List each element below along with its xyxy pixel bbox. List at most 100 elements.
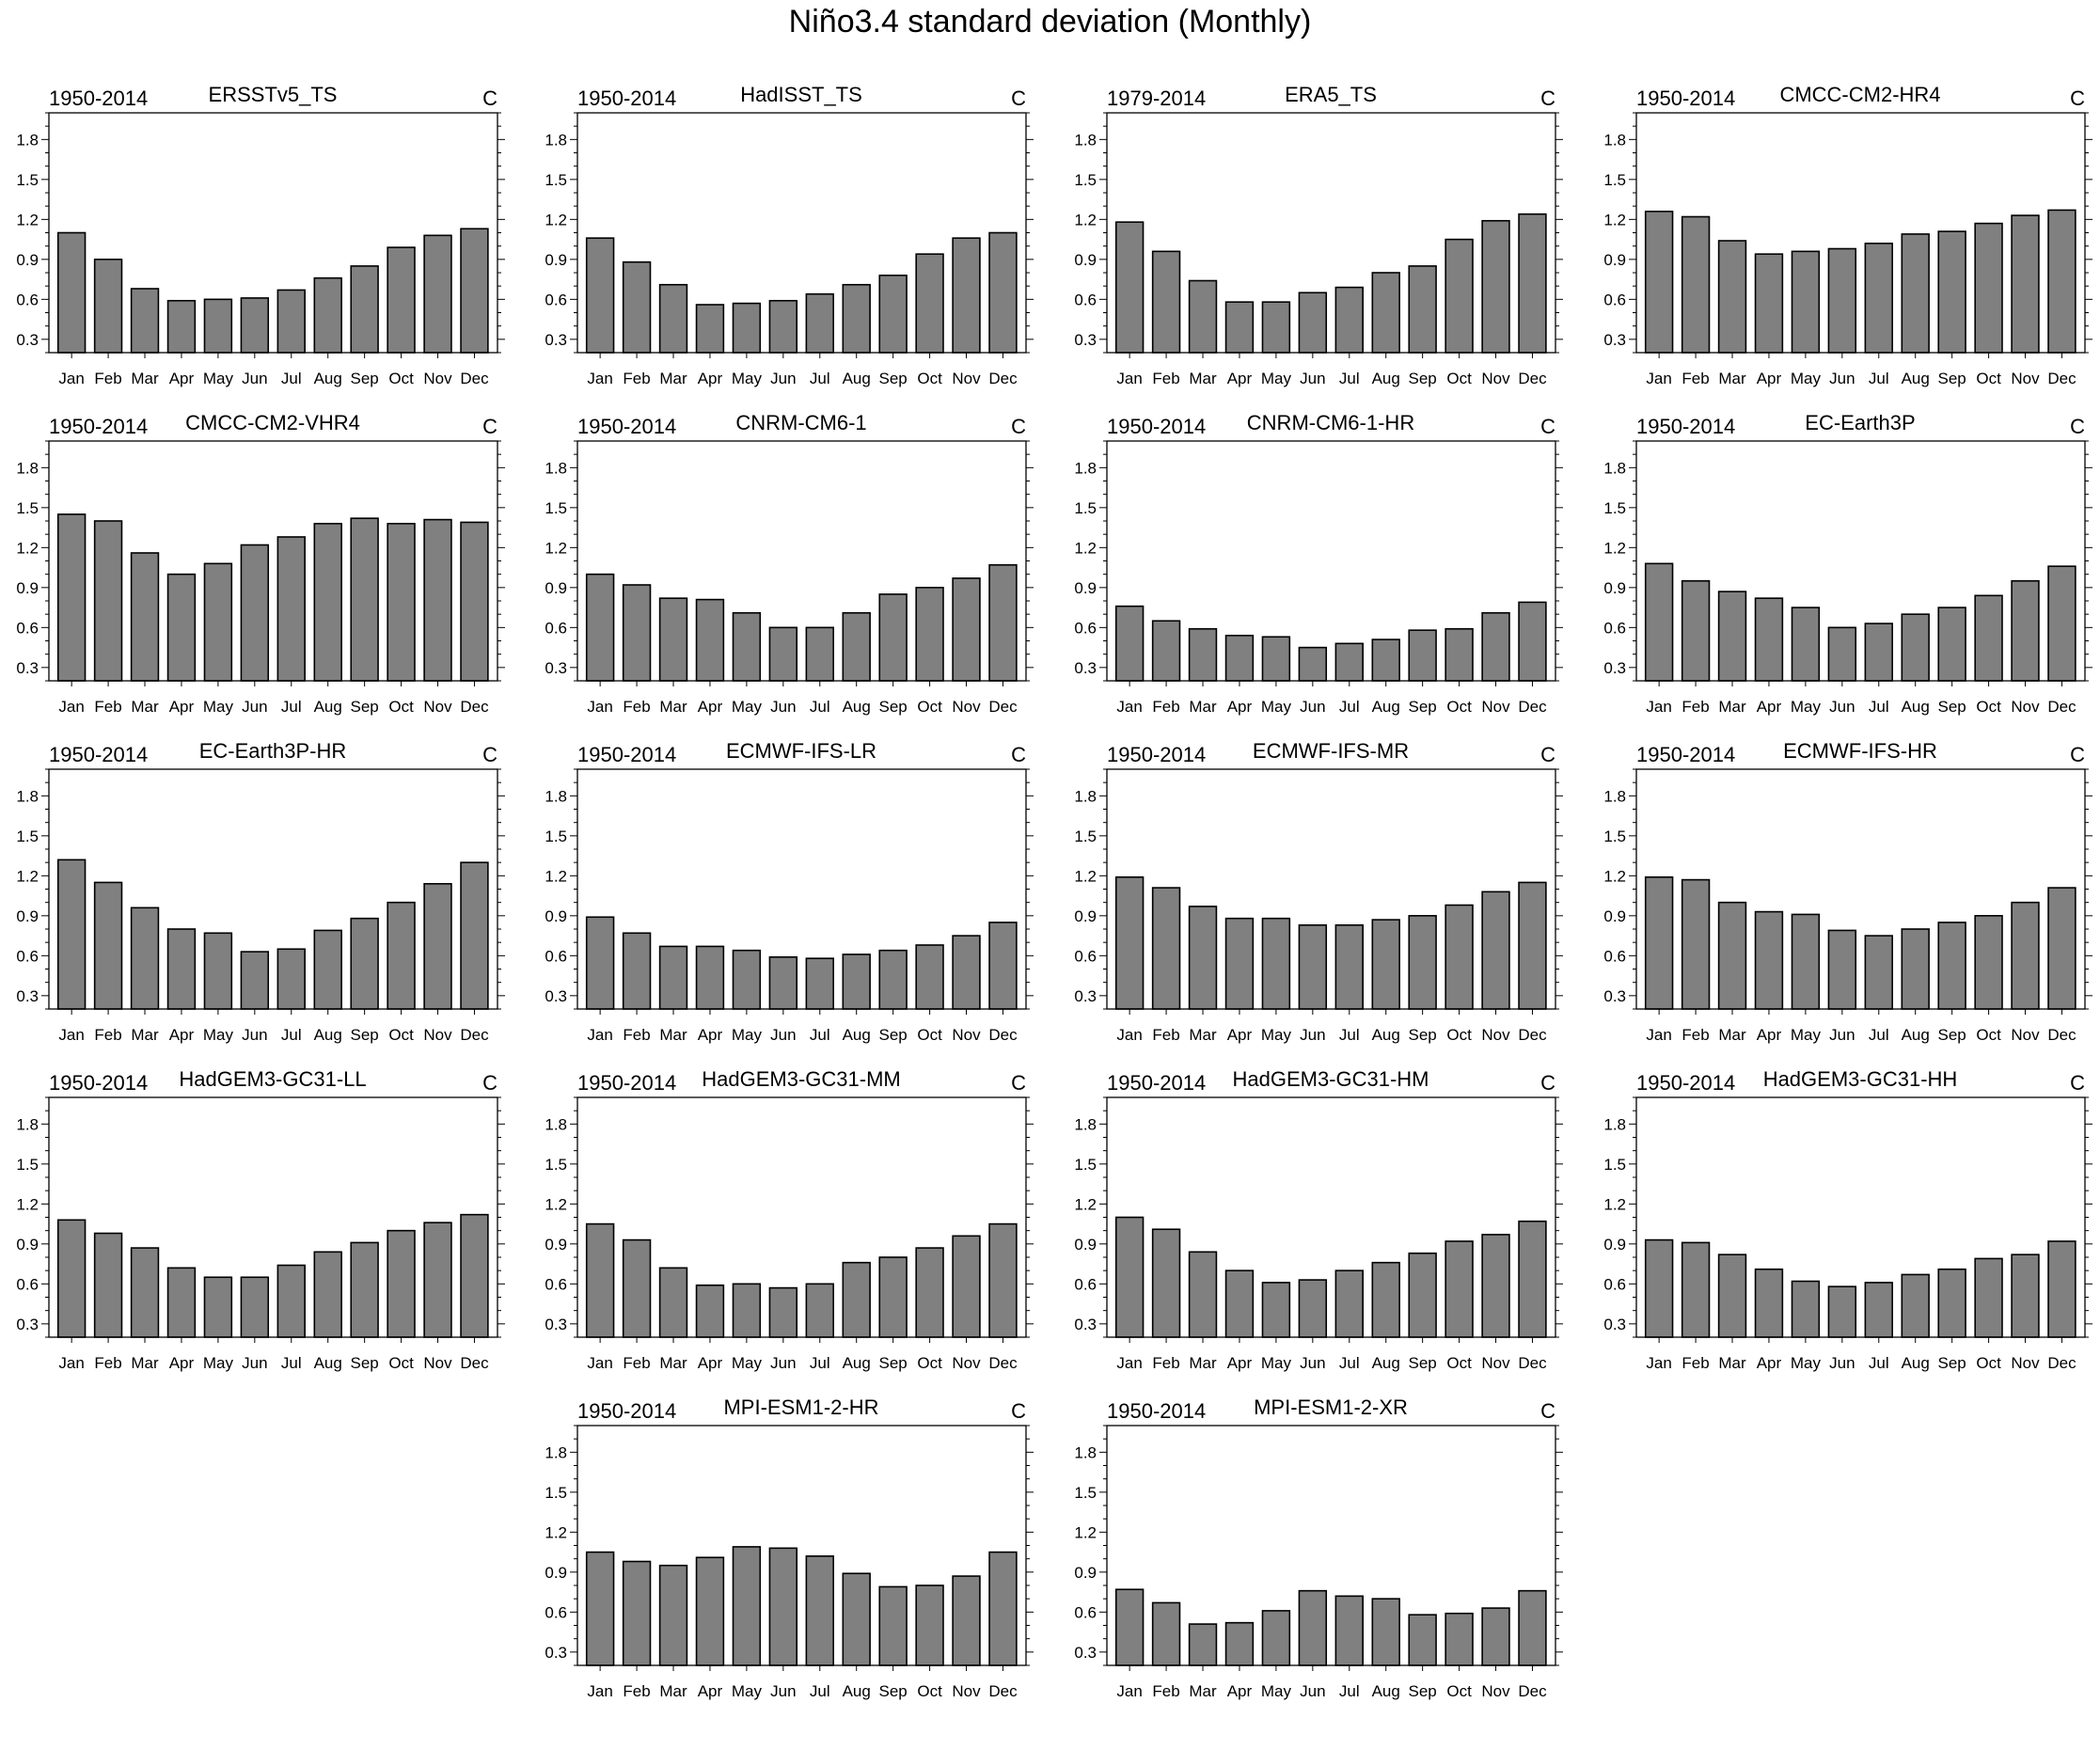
x-tick-label: May	[1791, 1354, 1822, 1372]
y-tick-label: 1.2	[1603, 1195, 1626, 1213]
bar-jun	[768, 1547, 798, 1666]
bar-jul	[1334, 642, 1364, 682]
y-tick-label: 1.5	[545, 1484, 567, 1502]
bar-jun	[240, 544, 270, 682]
x-tick-label: Nov	[423, 698, 452, 716]
bar-aug	[842, 1261, 871, 1338]
x-tick-label: Apr	[1757, 1354, 1782, 1372]
bar-oct	[1445, 904, 1474, 1010]
x-tick-label: Nov	[1481, 698, 1510, 716]
bar-dec	[2047, 1240, 2076, 1338]
panel-model-title: EC-Earth3P-HR	[199, 739, 346, 763]
bar-feb	[1151, 887, 1181, 1010]
x-tick-label: Aug	[843, 1682, 871, 1700]
x-tick-label: Aug	[843, 1026, 871, 1044]
bar-jul	[1334, 923, 1364, 1010]
x-tick-label: Nov	[1481, 1026, 1510, 1044]
x-tick-label: Mar	[1189, 1026, 1217, 1044]
chart-panel: 1950-2014 EC-Earth3P-HR C Jan Feb Mar Apr May Ju…	[16, 739, 573, 1094]
x-tick-label: Feb	[1152, 1682, 1179, 1700]
bar-jan	[56, 859, 87, 1010]
panel-period: 1950-2014	[49, 1071, 148, 1095]
y-tick-label: 0.6	[1074, 619, 1097, 637]
x-tick-label: May	[732, 1026, 763, 1044]
bar-apr	[166, 1267, 197, 1338]
bar-may	[1261, 636, 1291, 682]
y-tick-label: 0.3	[1603, 331, 1626, 349]
x-tick-label: Apr	[698, 1682, 723, 1700]
x-tick-label: Aug	[1372, 698, 1400, 716]
bar-jun	[1298, 646, 1328, 682]
plot-frame	[48, 112, 498, 354]
x-tick-label: Apr	[698, 1354, 723, 1372]
x-tick-label: May	[732, 1354, 763, 1372]
bar-nov	[952, 935, 981, 1010]
y-tick-label: 0.3	[1074, 331, 1097, 349]
x-tick-label: Jan	[1646, 1026, 1671, 1044]
bar-sep	[1937, 230, 1966, 354]
bar-may	[1261, 1610, 1291, 1666]
x-tick-label: Jul	[1339, 698, 1360, 716]
x-tick-label: Jun	[770, 1682, 796, 1700]
y-tick-label: 0.3	[1074, 1644, 1097, 1662]
x-tick-label: Oct	[917, 1682, 942, 1700]
panel-period: 1950-2014	[49, 415, 148, 438]
bar-dec	[1518, 213, 1547, 354]
x-tick-label: Oct	[1976, 1354, 2001, 1372]
plot-frame	[576, 112, 1027, 354]
chart-svg: 1950-2014 ECMWF-IFS-HR C Jan Feb Mar Apr May Jun…	[1603, 739, 2092, 1044]
bar-jun	[768, 955, 798, 1010]
x-tick-label: Oct	[1976, 1026, 2001, 1044]
panel-units: C	[482, 1071, 497, 1095]
chart-panel: 1950-2014 CNRM-CM6-1 C Jan Feb Mar Apr May Jun Ju…	[545, 411, 1101, 765]
bar-oct	[1445, 627, 1474, 682]
panel-units: C	[1540, 87, 1555, 110]
x-tick-label: Apr	[1227, 370, 1253, 387]
x-tick-label: Apr	[1227, 1354, 1253, 1372]
chart-svg: 1950-2014 CNRM-CM6-1-HR C Jan Feb Mar Apr May Ju…	[1074, 411, 1563, 716]
y-tick-label: 0.9	[1603, 251, 1626, 269]
x-tick-label: Jul	[810, 1682, 830, 1700]
bar-mar	[1717, 1253, 1747, 1338]
panel-period: 1950-2014	[577, 1399, 676, 1423]
y-tick-label: 0.6	[545, 947, 567, 965]
x-tick-label: Oct	[917, 1026, 942, 1044]
x-tick-label: Apr	[169, 698, 195, 716]
bar-mar	[658, 283, 688, 354]
bar-dec	[1518, 1589, 1547, 1666]
x-tick-label: Jun	[242, 1354, 267, 1372]
bar-aug	[1371, 1261, 1400, 1338]
chart-svg: 1950-2014 HadGEM3-GC31-LL C Jan Feb Mar Apr May…	[16, 1067, 505, 1372]
y-tick-label: 1.2	[1074, 1523, 1097, 1541]
bar-nov	[423, 883, 452, 1010]
bar-jul	[276, 948, 306, 1010]
chart-svg: 1950-2014 HadGEM3-GC31-HH C Jan Feb Mar Apr May…	[1603, 1067, 2092, 1372]
bar-may	[203, 562, 233, 682]
bar-aug	[1901, 928, 1930, 1010]
bar-mar	[658, 1267, 688, 1338]
bar-sep	[1937, 922, 1966, 1010]
x-tick-label: Nov	[1481, 1682, 1510, 1700]
bar-jan	[585, 916, 615, 1010]
y-tick-label: 0.9	[16, 907, 39, 925]
bar-apr	[166, 299, 197, 354]
bar-jan	[1644, 562, 1674, 682]
x-tick-label: Jul	[281, 1026, 302, 1044]
x-tick-label: Nov	[1481, 370, 1510, 387]
panel-model-title: EC-Earth3P	[1805, 411, 1915, 434]
x-tick-label: Jan	[1116, 1682, 1142, 1700]
bar-aug	[313, 523, 342, 682]
x-tick-label: Dec	[988, 698, 1018, 716]
panel-period: 1950-2014	[1107, 1399, 1206, 1423]
x-tick-label: Jan	[587, 370, 612, 387]
x-tick-label: Nov	[2011, 370, 2040, 387]
bar-may	[203, 932, 233, 1010]
x-tick-label: Nov	[423, 1026, 452, 1044]
y-tick-label: 0.3	[545, 659, 567, 677]
y-tick-label: 0.3	[16, 987, 39, 1005]
bar-sep	[878, 275, 908, 354]
x-tick-label: Oct	[1976, 370, 2001, 387]
x-tick-label: Jan	[58, 698, 84, 716]
bar-nov	[1481, 219, 1510, 354]
y-tick-label: 1.2	[1074, 1195, 1097, 1213]
